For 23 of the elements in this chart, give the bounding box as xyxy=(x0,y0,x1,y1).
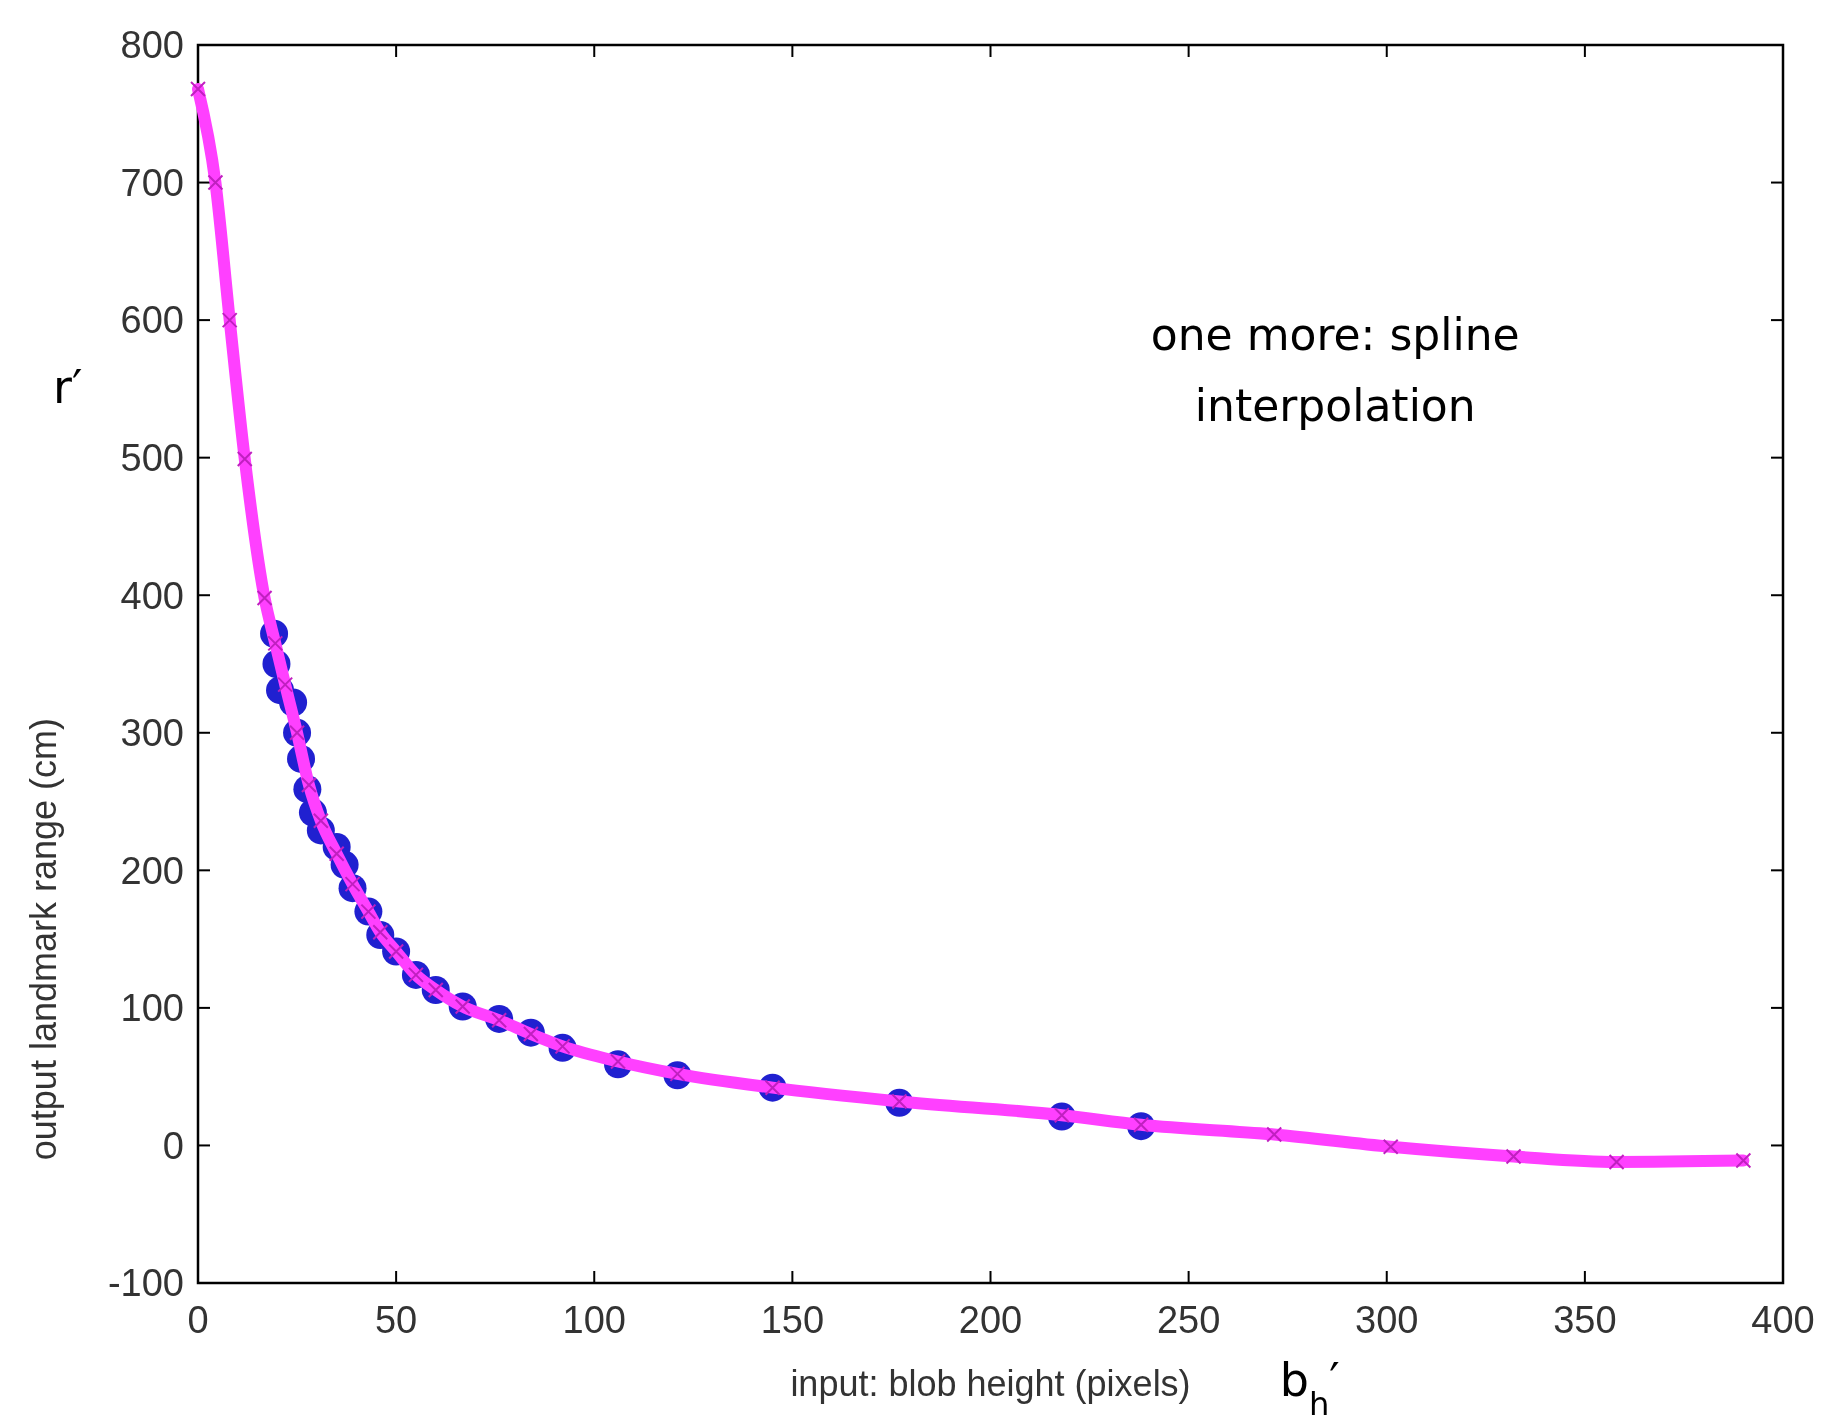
y-tick-label: 0 xyxy=(162,1124,184,1167)
y-tick-label: 300 xyxy=(120,712,184,755)
x-tick-label: 350 xyxy=(1553,1299,1617,1341)
y-tick-label: 800 xyxy=(120,24,184,67)
y-tick-label: 600 xyxy=(120,299,184,342)
y-tick-label: 400 xyxy=(120,574,184,617)
y-axis-title: output landmark range (cm) xyxy=(23,718,64,1161)
x-axis-title: input: blob height (pixels) xyxy=(790,1363,1191,1404)
y-tick-label: 200 xyxy=(120,849,184,892)
x-tick-label: 250 xyxy=(1156,1299,1221,1341)
y-tick-label: -100 xyxy=(107,1262,184,1305)
x-tick-label: 400 xyxy=(1751,1299,1815,1341)
y-tick-label: 700 xyxy=(120,161,184,204)
x-tick-label: 50 xyxy=(374,1299,418,1341)
x-tick-label: 100 xyxy=(562,1299,626,1341)
y-tick-label: 100 xyxy=(120,987,184,1030)
y-tick-label: 500 xyxy=(120,436,184,479)
annotation: one more: spline interpolation xyxy=(1150,309,1520,431)
x-tick-label: 300 xyxy=(1355,1299,1419,1341)
text: r′ xyxy=(53,359,83,414)
x-tick-label: 150 xyxy=(760,1299,825,1341)
text: b$_{h}$′ xyxy=(1279,1353,1340,1423)
x-tick-label: 200 xyxy=(958,1299,1023,1341)
